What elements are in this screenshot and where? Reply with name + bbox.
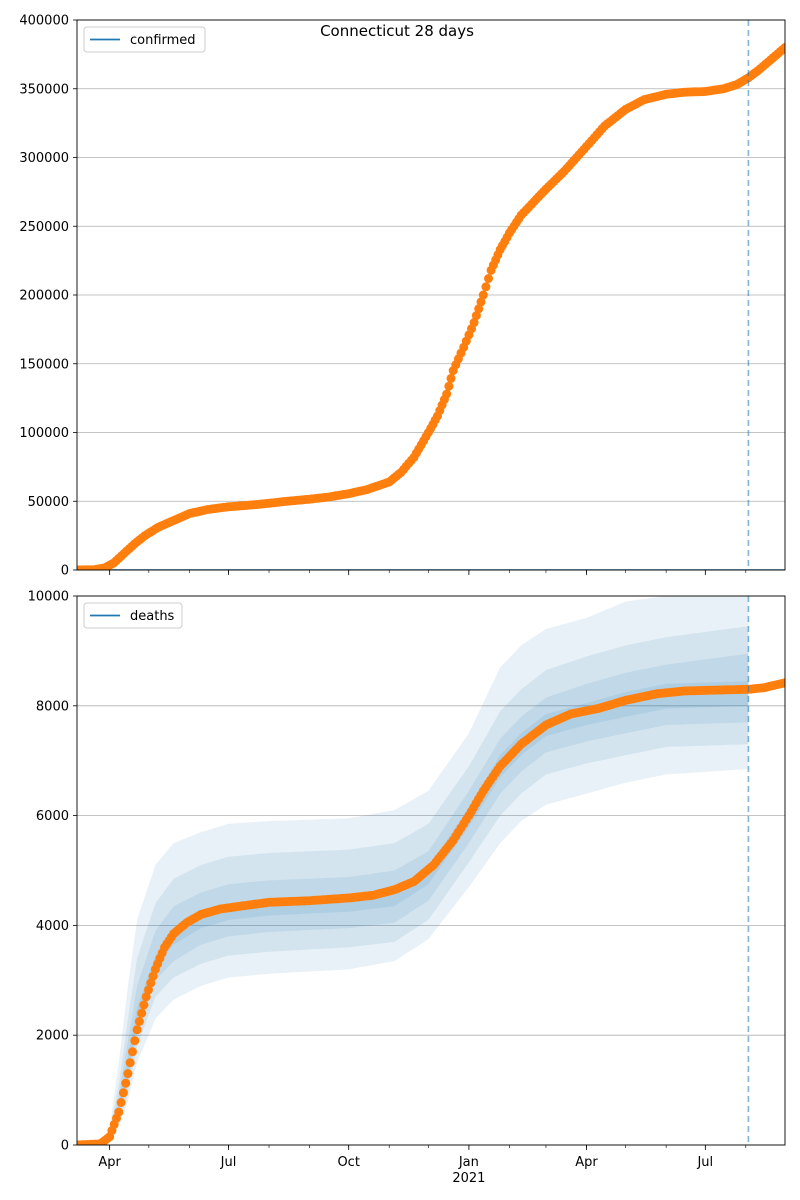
x-tick-label: Oct <box>337 1155 359 1170</box>
observed-point <box>134 1017 144 1026</box>
legend-label: deaths <box>130 609 175 624</box>
x-tick-label: Jan <box>458 1155 479 1170</box>
observed-point <box>144 985 153 995</box>
x-tick-label: Apr <box>98 1155 121 1170</box>
observed-point <box>121 1078 131 1088</box>
observed-point <box>123 1069 133 1079</box>
observed-point <box>442 389 452 399</box>
observed-point <box>780 678 785 688</box>
y-tick-label: 100000 <box>19 426 69 441</box>
y-tick-label: 200000 <box>19 289 69 304</box>
legend-box <box>83 602 183 629</box>
plot-area <box>77 596 785 1145</box>
shared-x-axis: Apr Jul Oct Jan Apr Jul 2021 <box>98 1155 713 1186</box>
y-tick-label: 0 <box>61 1139 69 1154</box>
observed-point <box>146 978 156 988</box>
y-tick-label: 2000 <box>36 1029 69 1044</box>
y-tick-label: 400000 <box>19 14 69 29</box>
chart-title: Connecticut 28 days <box>320 22 474 40</box>
y-tick-label: 6000 <box>36 809 69 824</box>
y-tick-label: 4000 <box>36 919 69 934</box>
observed-point <box>476 297 486 307</box>
plot-area <box>77 43 785 570</box>
legend-label: confirmed <box>130 33 196 48</box>
observed-point <box>139 1000 149 1010</box>
observed-point <box>469 318 479 327</box>
y-tick-label: 150000 <box>19 357 69 372</box>
legend: confirmed <box>83 26 206 53</box>
y-tick-label: 300000 <box>19 151 69 166</box>
observed-point <box>116 1098 126 1107</box>
legend: deaths <box>83 602 183 629</box>
y-tick-label: 250000 <box>19 220 69 235</box>
observed-point <box>132 1025 142 1035</box>
observed-point <box>137 1008 147 1018</box>
y-tick-label: 350000 <box>19 82 69 97</box>
observed-point <box>130 1036 140 1046</box>
observed-point <box>446 373 456 383</box>
y-tick-label: 0 <box>61 564 69 579</box>
observed-point <box>478 290 488 300</box>
observed-point <box>484 274 493 283</box>
observed-point <box>125 1058 135 1068</box>
observed-point <box>128 1047 137 1057</box>
observed-point <box>114 1107 124 1117</box>
x-tick-label: Jul <box>696 1155 713 1170</box>
legend-box <box>83 26 206 53</box>
y-tick-label: 8000 <box>36 699 69 714</box>
observed-point <box>148 971 158 981</box>
x-tick-label: Jul <box>220 1155 237 1170</box>
axes-frame <box>76 595 786 1146</box>
axes-frame <box>76 19 786 571</box>
y-tick-label: 10000 <box>28 590 69 605</box>
observed-point <box>780 43 785 52</box>
observed-point <box>141 992 151 1002</box>
confirmed-panel: 0 50000 100000 150000 200000 250000 300000 3500… <box>19 14 786 579</box>
y-tick-label: 50000 <box>28 495 69 510</box>
x-year-label: 2021 <box>452 1171 485 1186</box>
observed-point <box>471 311 481 321</box>
uncertainty-band <box>77 653 749 1145</box>
x-tick-label: Apr <box>575 1155 598 1170</box>
observed-point <box>444 381 454 391</box>
uncertainty-band <box>77 596 749 1145</box>
observed-point <box>474 304 484 314</box>
deaths-panel: 0 2000 4000 6000 8000 10000 deaths <box>28 590 786 1154</box>
observed-point <box>481 282 491 292</box>
observed-point <box>118 1088 128 1098</box>
